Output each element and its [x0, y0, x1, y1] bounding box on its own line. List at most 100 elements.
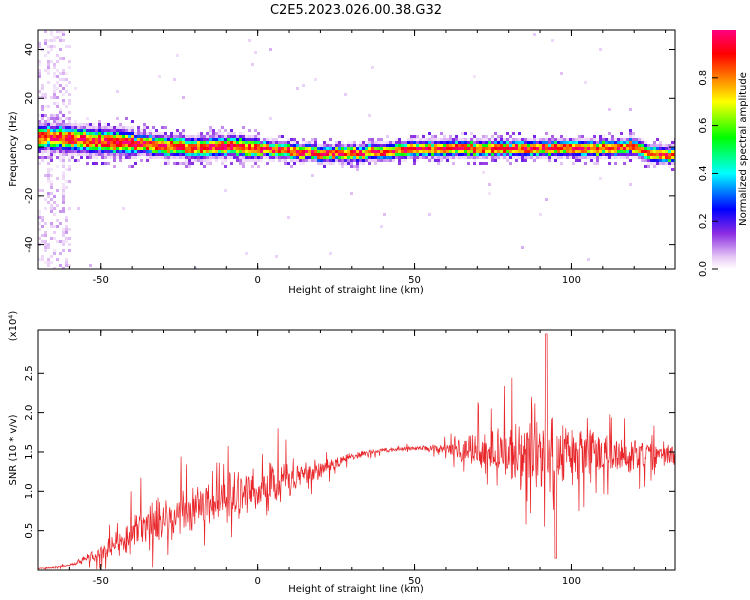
heatmap-cell	[113, 138, 116, 141]
heatmap-cell	[80, 153, 83, 156]
heatmap-cell	[110, 141, 113, 144]
heatmap-cell	[449, 156, 452, 159]
heatmap-cell	[629, 132, 632, 135]
heatmap-cell	[467, 156, 470, 159]
heatmap-cell	[398, 138, 401, 141]
heatmap-cell	[572, 141, 575, 144]
heatmap-cell	[80, 126, 83, 129]
heatmap-cell	[41, 255, 44, 258]
heatmap-cell	[386, 147, 389, 150]
heatmap-cell	[416, 141, 419, 144]
heatmap-cell	[125, 141, 128, 144]
heatmap-cell	[389, 159, 392, 162]
snr-y-tick-label: 2.0	[24, 405, 35, 421]
heatmap-cell	[116, 156, 119, 159]
heatmap-cell	[56, 75, 59, 78]
heatmap-cell	[389, 150, 392, 153]
heatmap-cell	[113, 126, 116, 129]
heatmap-cell	[245, 141, 248, 144]
heatmap-cell	[548, 150, 551, 153]
heatmap-cell	[575, 144, 578, 147]
heatmap-cell	[59, 111, 62, 114]
heatmap-cell	[182, 141, 185, 144]
heatmap-cell	[344, 156, 347, 159]
heatmap-cell	[290, 165, 293, 168]
heatmap-cell	[287, 150, 290, 153]
heatmap-cell	[254, 138, 257, 141]
heatmap-cell	[437, 138, 440, 141]
heatmap-cell	[275, 141, 278, 144]
heatmap-cell	[65, 129, 68, 132]
heatmap-cell	[443, 147, 446, 150]
heatmap-cell	[551, 144, 554, 147]
heatmap-cell	[116, 138, 119, 141]
heatmap-cell	[668, 165, 671, 168]
heatmap-cell	[164, 141, 167, 144]
heatmap-cell	[434, 153, 437, 156]
heatmap-cell	[38, 114, 41, 117]
heatmap-cell	[47, 171, 50, 174]
heatmap-cell	[167, 162, 170, 165]
heatmap-cell	[74, 123, 77, 126]
heatmap-cell	[167, 141, 170, 144]
heatmap-cell	[344, 93, 347, 96]
heatmap-cell	[41, 114, 44, 117]
heatmap-cell	[452, 141, 455, 144]
colorbar-tick-label: 0.0	[698, 261, 709, 277]
heatmap-cell	[83, 123, 86, 126]
heatmap-cell	[254, 144, 257, 147]
heatmap-cell	[104, 126, 107, 129]
heatmap-cell	[173, 162, 176, 165]
heatmap-cell	[296, 87, 299, 90]
heatmap-cell	[53, 129, 56, 132]
heatmap-cell	[662, 147, 665, 150]
heatmap-cell	[212, 153, 215, 156]
heatmap-cell	[434, 150, 437, 153]
heatmap-cell	[44, 96, 47, 99]
heatmap-cell	[47, 201, 50, 204]
heatmap-cell	[182, 135, 185, 138]
heatmap-cell	[374, 144, 377, 147]
heatmap-cell	[254, 129, 257, 132]
heatmap-cell	[575, 141, 578, 144]
heatmap-cell	[137, 129, 140, 132]
heatmap-cell	[314, 147, 317, 150]
heatmap-cell	[506, 144, 509, 147]
heatmap-cell	[503, 153, 506, 156]
heatmap-cell	[62, 156, 65, 159]
heatmap-cell	[446, 159, 449, 162]
heatmap-cell	[68, 123, 71, 126]
heatmap-cell	[59, 117, 62, 120]
heatmap-cell	[608, 132, 611, 135]
heatmap-cell	[290, 141, 293, 144]
heatmap-cell	[470, 138, 473, 141]
heatmap-cell	[311, 156, 314, 159]
heatmap-cell	[425, 150, 428, 153]
heatmap-cell	[287, 162, 290, 165]
heatmap-cell	[218, 138, 221, 141]
heatmap-cell	[65, 180, 68, 183]
heatmap-cell	[107, 132, 110, 135]
heatmap-cell	[647, 150, 650, 153]
heatmap-cell	[449, 147, 452, 150]
heatmap-cell	[407, 156, 410, 159]
heatmap-cell	[350, 165, 353, 168]
heatmap-cell	[341, 156, 344, 159]
heatmap-cell	[110, 132, 113, 135]
heatmap-cell	[368, 162, 371, 165]
heatmap-cell	[587, 138, 590, 141]
heatmap-cell	[419, 150, 422, 153]
heatmap-cell	[47, 72, 50, 75]
heatmap-cell	[41, 234, 44, 237]
heatmap-cell	[530, 144, 533, 147]
heatmap-cell	[206, 135, 209, 138]
heatmap-cell	[155, 129, 158, 132]
heatmap-cell	[671, 159, 674, 162]
heatmap-cell	[656, 162, 659, 165]
heatmap-cell	[62, 162, 65, 165]
heatmap-cell	[416, 138, 419, 141]
heatmap-cell	[560, 153, 563, 156]
heatmap-cell	[410, 153, 413, 156]
heatmap-cell	[563, 141, 566, 144]
heatmap-cell	[461, 153, 464, 156]
